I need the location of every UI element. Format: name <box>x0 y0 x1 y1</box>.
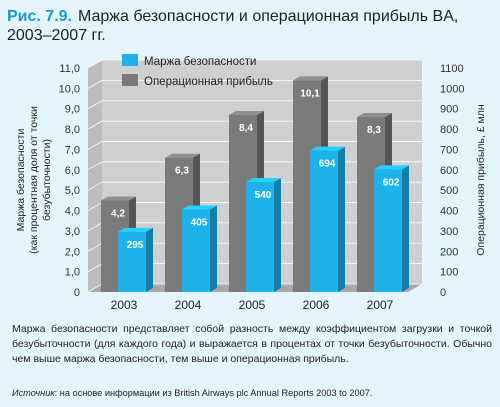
gridline-diagonal <box>87 202 103 211</box>
x-tick-label: 2007 <box>367 298 394 312</box>
y-tick-right: 100 <box>440 267 458 279</box>
x-tick-label: 2005 <box>239 298 266 312</box>
y-tick-right: 500 <box>440 185 458 197</box>
bar-blue <box>374 169 402 292</box>
figure-caption: Маржа безопасности и операционная прибыл… <box>7 8 459 44</box>
y-axis-label-left: (как процентная доля от точки <box>28 106 40 254</box>
y-tick-right: 1100 <box>440 63 464 75</box>
gridline-diagonal <box>87 80 103 89</box>
bar-blue <box>310 150 338 292</box>
y-tick-right: 800 <box>440 124 458 136</box>
y-tick-right: 1000 <box>440 83 464 95</box>
bar-blue-side <box>146 227 153 292</box>
gridline-diagonal <box>87 59 103 69</box>
y-axis-label-right: Операционная прибыль, £ млн <box>475 104 487 256</box>
y-tick-left: 0 <box>74 287 80 299</box>
y-tick-left: 1,0 <box>65 267 80 279</box>
y-tick-left: 10,0 <box>59 83 80 95</box>
y-tick-left: 11,0 <box>59 63 80 75</box>
bar-blue-top <box>118 227 153 232</box>
data-label-gray: 4,2 <box>111 208 125 219</box>
bar-blue-top <box>310 146 345 151</box>
data-label-gray: 8,4 <box>239 123 253 134</box>
y-tick-left: 7,0 <box>65 144 80 156</box>
gridline-diagonal <box>87 263 103 272</box>
bar-blue-side <box>402 165 409 292</box>
data-label-blue: 540 <box>255 190 272 201</box>
gridline-diagonal <box>87 161 103 171</box>
y-tick-left: 8,0 <box>65 124 80 136</box>
bar-blue <box>182 209 210 292</box>
bar-gray-top <box>293 76 328 81</box>
bar-blue-side <box>338 146 345 292</box>
y-tick-left: 2,0 <box>65 246 80 258</box>
bar-gray-top <box>229 110 264 115</box>
source-text: : на основе информации из British Airway… <box>54 388 373 398</box>
bar-blue-top <box>374 165 409 170</box>
data-label-gray: 10,1 <box>300 88 320 99</box>
y-tick-left: 6,0 <box>65 165 80 177</box>
data-label-blue: 602 <box>383 177 400 188</box>
data-label-gray: 6,3 <box>175 166 189 177</box>
chart-side-wall <box>88 60 102 292</box>
data-label-blue: 694 <box>319 159 336 170</box>
y-tick-right: 0 <box>440 287 446 299</box>
data-label-gray: 8,3 <box>367 125 381 136</box>
figure-description: Маржа безопасности представляет собой ра… <box>12 323 492 365</box>
y-tick-right: 900 <box>440 104 458 116</box>
source-label: Источник <box>12 388 55 398</box>
legend-label: Маржа безопасности <box>144 56 256 68</box>
y-tick-left: 3,0 <box>65 226 80 238</box>
gridline-diagonal <box>87 181 103 191</box>
legend-label: Операционная прибыль <box>144 76 273 88</box>
y-tick-right: 400 <box>440 206 458 218</box>
bar-blue-side <box>274 178 281 292</box>
y-tick-left: 5,0 <box>65 185 80 197</box>
bar-blue <box>118 231 146 292</box>
gridline-diagonal <box>87 100 103 110</box>
bar-blue-side <box>210 205 217 292</box>
gridline-diagonal <box>87 242 103 252</box>
gridline-diagonal <box>87 141 103 150</box>
gridline-diagonal <box>87 283 103 293</box>
y-tick-left: 9,0 <box>65 104 80 116</box>
x-tick-label: 2006 <box>303 298 330 312</box>
y-tick-right: 200 <box>440 246 458 258</box>
legend-swatch <box>122 54 138 66</box>
data-label-blue: 405 <box>191 218 208 229</box>
x-tick-label: 2003 <box>111 298 138 312</box>
bar-blue-top <box>182 205 217 210</box>
figure-number: Рис. 7.9. <box>7 8 72 25</box>
bar-chart: 0 0 1,0 100 2,0 200 3,0 300 4,0 400 5,0 500 6,0 600 7,… <box>15 54 487 312</box>
y-tick-left: 4,0 <box>65 206 80 218</box>
figure-title: Рис. 7.9. Маржа безопасности и операционн… <box>7 7 477 45</box>
gridline-diagonal <box>87 222 103 232</box>
y-tick-right: 300 <box>440 226 458 238</box>
legend-swatch <box>122 74 138 86</box>
y-axis-label-left: безубыточности) <box>41 139 53 221</box>
y-axis-label-left: Маржа безопасности <box>15 129 27 232</box>
bar-gray-top <box>101 196 136 201</box>
y-tick-right: 700 <box>440 144 458 156</box>
x-tick-label: 2004 <box>175 298 202 312</box>
data-label-blue: 295 <box>127 240 144 251</box>
gridline-diagonal <box>87 120 103 130</box>
bar-blue-top <box>246 178 281 183</box>
bar-blue <box>246 182 274 292</box>
y-tick-right: 600 <box>440 165 458 177</box>
figure-source: Источник: на основе информации из Britis… <box>12 388 492 398</box>
bar-gray-top <box>357 112 392 117</box>
bar-gray-top <box>165 153 200 158</box>
